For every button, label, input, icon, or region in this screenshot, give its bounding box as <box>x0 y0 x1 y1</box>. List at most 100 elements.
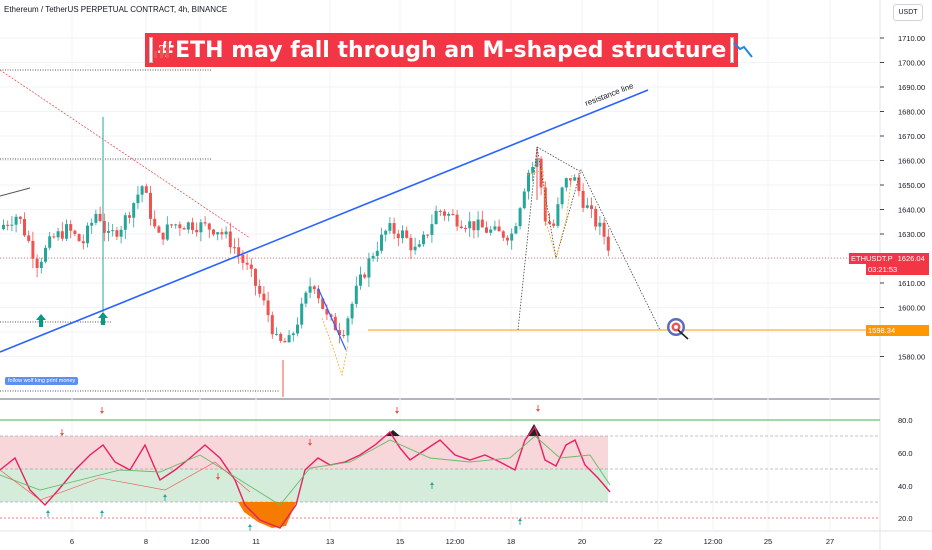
candle-body <box>338 330 341 336</box>
candle-body <box>380 234 383 251</box>
candle-body <box>354 285 358 304</box>
candle-body <box>312 286 316 290</box>
candle-body <box>191 222 194 230</box>
current-price-tag[interactable]: ETHUSDT.P 1626.04 <box>849 253 929 264</box>
price-tick-label: 1610.00 <box>898 279 925 288</box>
candle-body <box>27 235 31 241</box>
indicator-tick-label: 80.0 <box>898 416 913 425</box>
candle-body <box>459 226 463 228</box>
candle-body <box>69 224 73 231</box>
candle-body <box>98 213 102 222</box>
price-tick-label: 1710.00 <box>898 34 925 43</box>
candle-body <box>493 226 497 230</box>
target-price-value: 1598.34 <box>868 326 896 335</box>
price-tick-label: 1680.00 <box>898 108 925 117</box>
candle-body <box>279 333 283 341</box>
time-tick-label: 18 <box>507 537 515 546</box>
price-tick-label: 1670.00 <box>898 132 925 141</box>
price-tick-label: 1640.00 <box>898 206 925 215</box>
candle-body <box>367 258 371 278</box>
candle-body <box>472 221 476 231</box>
symbol-title[interactable]: Ethereum / TetherUS PERPETUAL CONTRACT, … <box>4 5 228 14</box>
candle-body <box>44 247 47 262</box>
candle-body <box>325 308 329 315</box>
candle-body <box>489 229 493 233</box>
candle-body <box>287 335 291 343</box>
candle-body <box>228 231 232 248</box>
candle-body <box>65 224 68 239</box>
candle-body <box>392 223 396 234</box>
time-tick-label: 15 <box>396 537 404 546</box>
chart-increasing-emoji-icon <box>149 37 169 63</box>
candle-body <box>224 231 228 235</box>
candle-body <box>426 234 430 236</box>
price-tick-label: 1650.00 <box>898 181 925 190</box>
wedge-outline <box>321 317 349 377</box>
candle-body <box>342 335 346 337</box>
overbought-marker <box>386 430 400 436</box>
time-tick-label: 13 <box>326 537 334 546</box>
candle-body <box>510 233 514 241</box>
currency-button[interactable]: USDT <box>893 4 923 21</box>
candle-body <box>216 232 220 235</box>
candle-body <box>182 228 186 230</box>
candle-body <box>14 216 18 225</box>
candle-body <box>149 192 152 219</box>
time-tick-label: 12:00 <box>191 537 210 546</box>
candle-body <box>308 286 312 293</box>
oscillator-series[interactable] <box>0 405 880 531</box>
candle-body <box>266 300 270 316</box>
candle-body <box>153 218 157 227</box>
arrow-down-icon <box>216 477 220 480</box>
candle-body <box>375 250 379 256</box>
candle-body <box>531 166 535 173</box>
candle-body <box>90 222 94 226</box>
arrow-up-icon <box>163 494 167 497</box>
price-tick-label: 1700.00 <box>898 59 925 68</box>
candle-body <box>296 324 299 334</box>
headline-banner: #ETH may fall through an M-shaped struct… <box>145 33 754 67</box>
candle-body <box>275 333 278 335</box>
candle-body <box>161 232 165 240</box>
time-axis[interactable]: 6 8 12:00 11 13 15 12:00 18 20 22 12:00 25 27 <box>70 537 834 546</box>
indicator-scale[interactable]: 80.0 60.0 40.0 20.0 <box>898 416 913 523</box>
candle-body <box>195 229 199 233</box>
candle-body <box>157 226 161 233</box>
short-trend-line <box>0 187 31 197</box>
resistance-line[interactable] <box>0 89 649 353</box>
candle-body <box>291 333 295 336</box>
descending-trend-line[interactable] <box>0 69 251 239</box>
candle-body <box>107 231 110 233</box>
candle-body <box>569 178 572 181</box>
candle-body <box>543 187 547 222</box>
candle-body <box>60 231 64 239</box>
current-price-value: 1626.04 <box>897 254 925 263</box>
candlestick-series[interactable] <box>2 117 610 397</box>
candle-body <box>518 208 522 227</box>
time-tick-label: 12:00 <box>446 537 465 546</box>
price-scale[interactable]: 1710.00 1700.00 1690.00 1680.00 1670.00 1660.… <box>880 34 925 362</box>
candle-body <box>73 230 77 235</box>
candle-body <box>581 190 585 208</box>
follow-tag: follow wolf king print money <box>5 377 79 385</box>
candle-body <box>401 230 404 239</box>
arrow-down-icon <box>395 411 399 414</box>
candle-body <box>241 255 245 263</box>
target-icon[interactable] <box>667 318 689 340</box>
candle-body <box>212 229 215 235</box>
candle-body <box>443 211 446 216</box>
candle-body <box>39 261 43 268</box>
price-tick-label: 1580.00 <box>898 353 925 362</box>
m-pattern-projection[interactable] <box>517 146 661 331</box>
candle-body <box>128 215 131 218</box>
candle-body <box>186 222 190 230</box>
overbought-zone <box>0 436 608 470</box>
candle-body <box>346 318 350 336</box>
candle-body <box>52 236 56 238</box>
candle-body <box>10 224 14 226</box>
candle-body <box>455 214 459 227</box>
candle-body <box>35 258 39 268</box>
candle-body <box>300 303 304 325</box>
candle-body <box>497 226 501 232</box>
